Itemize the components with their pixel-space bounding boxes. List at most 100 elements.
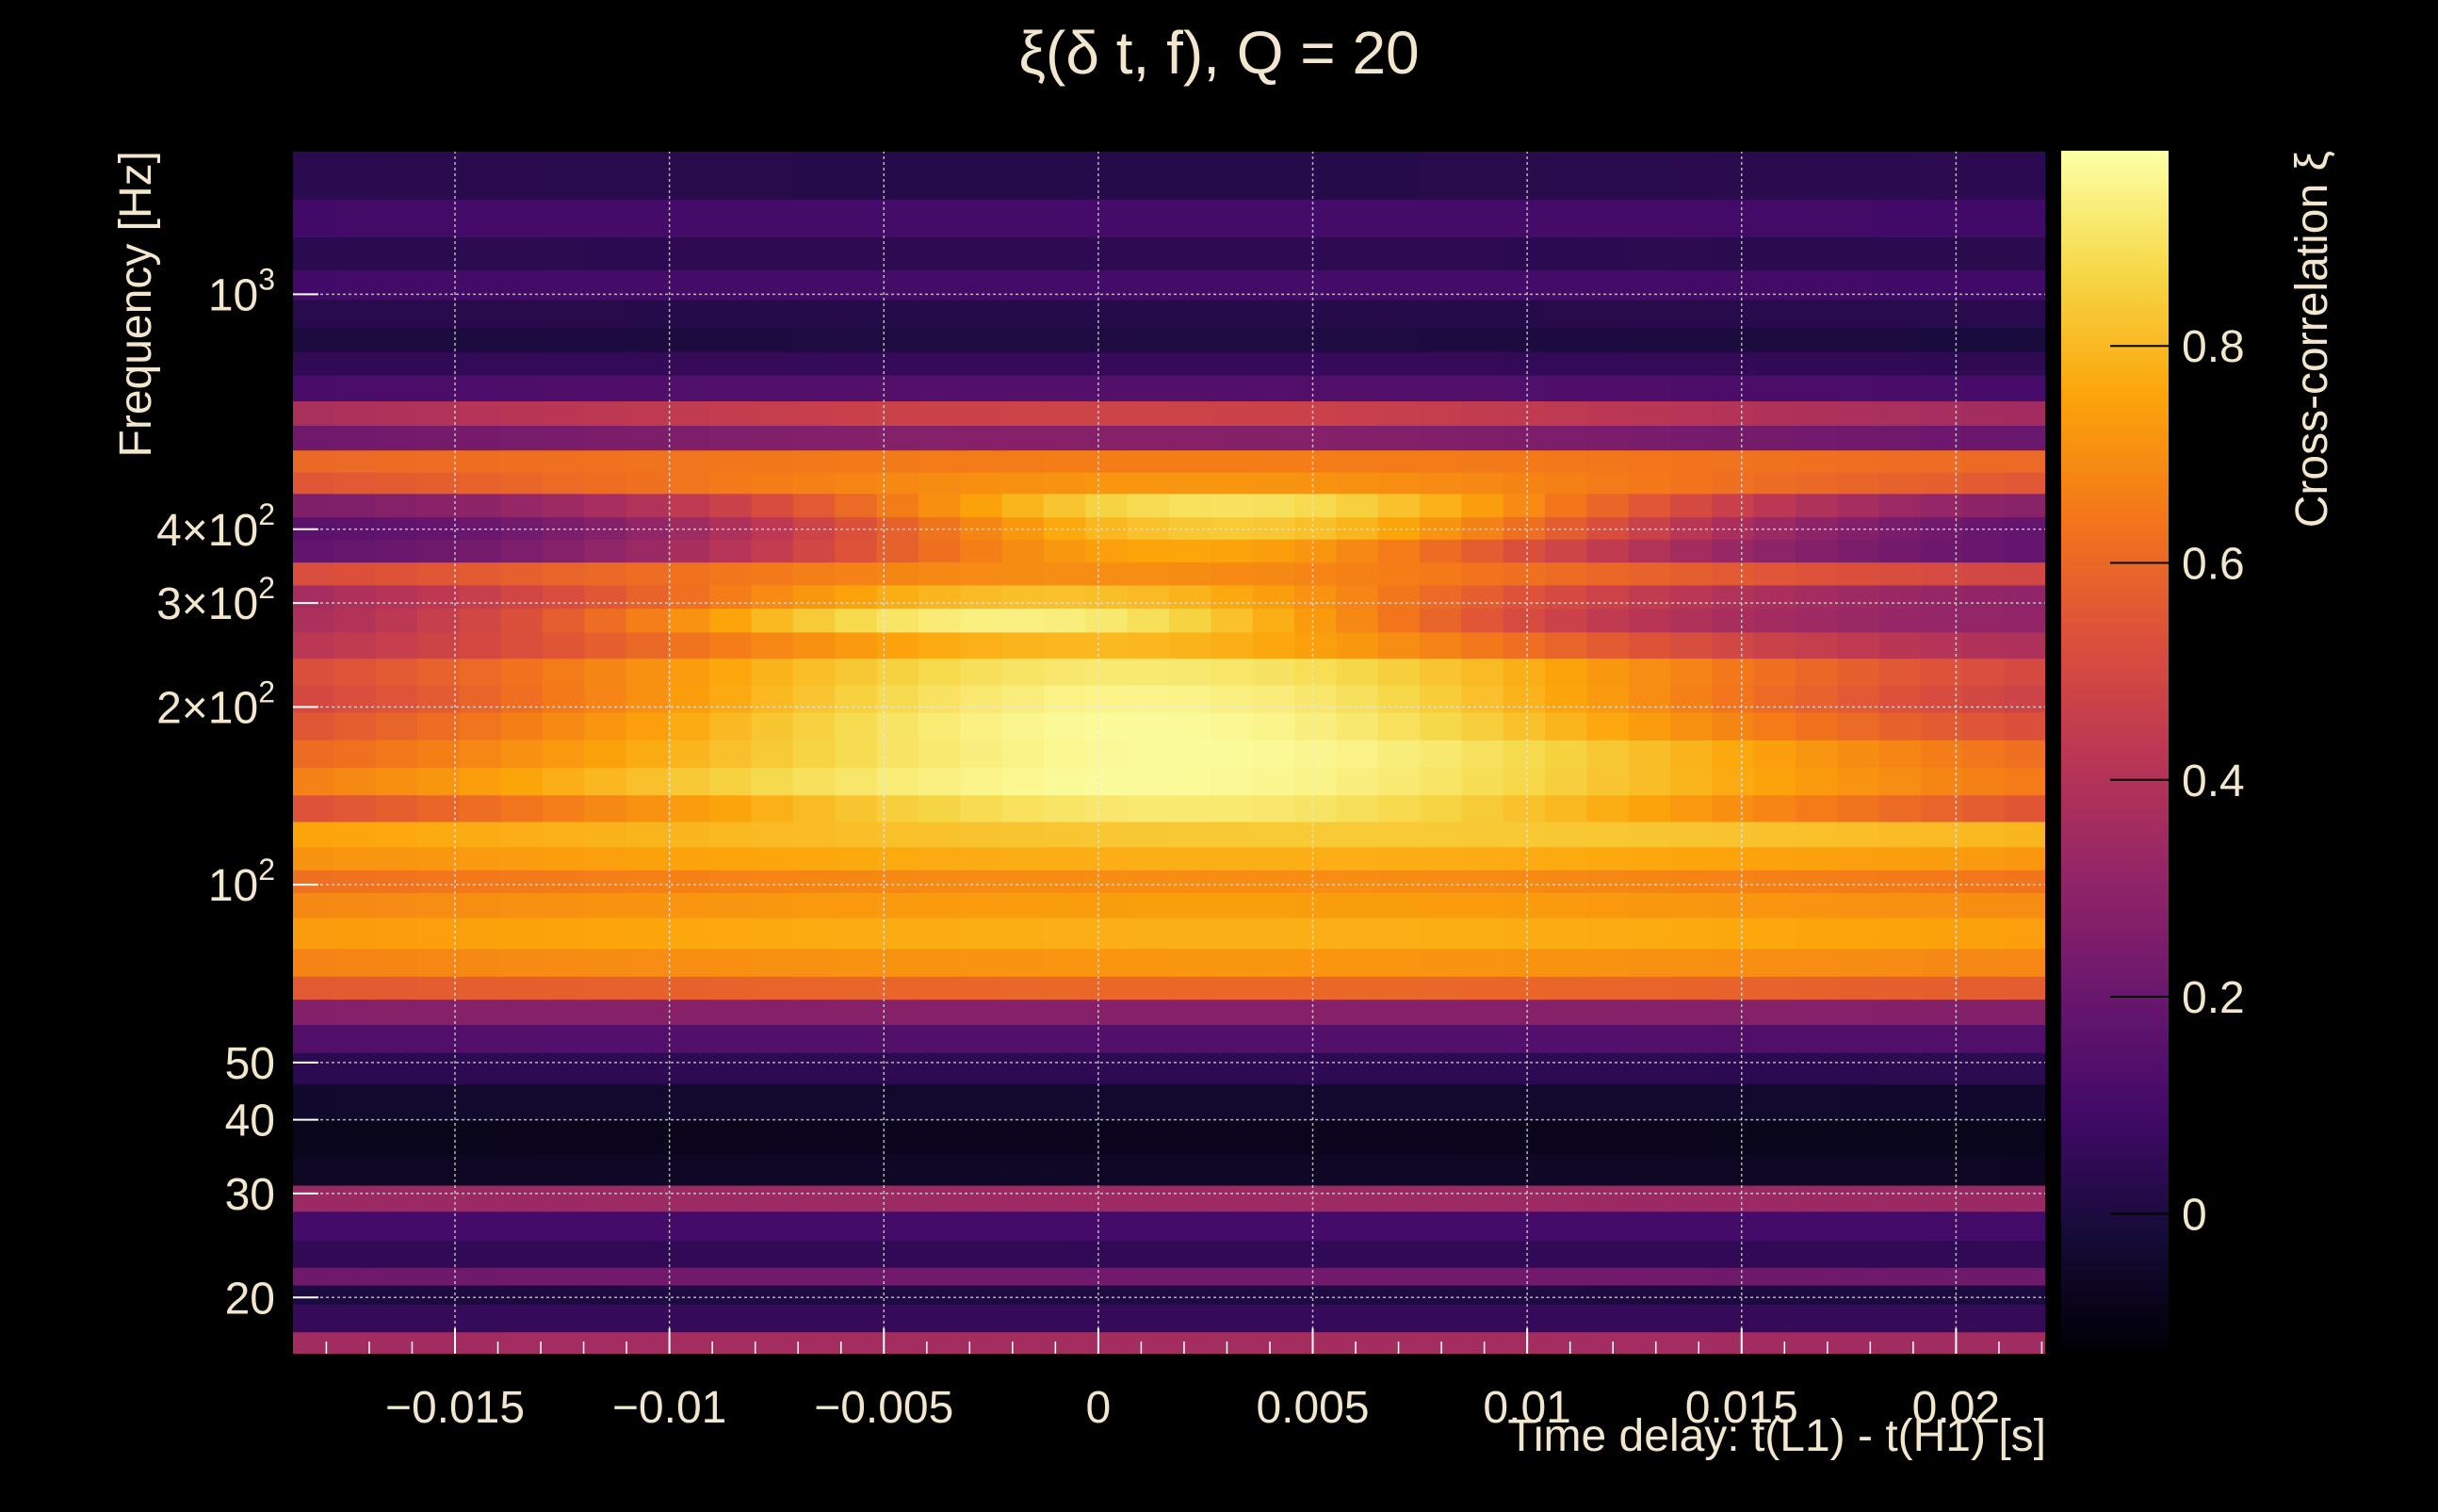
heatmap-cell: [1712, 999, 1755, 1026]
heatmap-cell: [500, 740, 544, 769]
heatmap-cell: [459, 608, 502, 633]
heatmap-cell: [500, 1211, 544, 1242]
heatmap-cell: [417, 375, 460, 402]
heatmap-cell: [709, 425, 753, 451]
heatmap-cell: [1377, 870, 1421, 894]
heatmap-cell: [1586, 493, 1630, 518]
heatmap-cell: [668, 684, 710, 713]
heatmap-cell: [1628, 1284, 1671, 1305]
heatmap-cell: [1712, 539, 1755, 563]
heatmap-cell: [835, 199, 878, 238]
heatmap-cell: [751, 199, 794, 238]
heatmap-cell: [835, 493, 878, 518]
colorbar-segment: [2061, 812, 2169, 818]
heatmap-cell: [1921, 561, 1963, 586]
heatmap-cell: [1169, 299, 1211, 328]
heatmap-cell: [375, 1211, 418, 1242]
heatmap-cell: [1921, 1024, 1963, 1053]
heatmap-cell: [626, 375, 669, 402]
heatmap-cell: [1878, 425, 1922, 451]
heatmap-cell: [1001, 608, 1045, 633]
heatmap-cell: [960, 658, 1003, 686]
heatmap-cell: [1753, 299, 1796, 328]
heatmap-cell: [417, 711, 460, 740]
colorbar-segment: [2061, 801, 2169, 806]
heatmap-cell: [584, 1119, 627, 1155]
colorbar: [2061, 151, 2169, 1356]
heatmap-cell: [1211, 821, 1254, 848]
heatmap-cell: [1461, 999, 1504, 1026]
heatmap-cell: [1628, 327, 1671, 352]
heatmap-cell: [668, 740, 710, 769]
colorbar-segment: [2061, 1234, 2169, 1240]
colorbar-segment: [2061, 1146, 2169, 1151]
heatmap-cell: [375, 299, 418, 328]
heatmap-cell: [1628, 199, 1671, 238]
heatmap-cell: [1586, 1083, 1630, 1121]
colorbar-segment: [2061, 1009, 2169, 1015]
heatmap-cell: [1503, 1240, 1546, 1268]
heatmap-cell: [835, 767, 878, 796]
heatmap-cell: [1796, 1083, 1838, 1121]
heatmap-cell: [1753, 269, 1796, 301]
heatmap-cell: [375, 948, 418, 977]
heatmap-cell: [1586, 516, 1630, 540]
heatmap-cell: [417, 684, 460, 713]
heatmap-cell: [459, 584, 502, 610]
colorbar-segment: [2061, 515, 2169, 521]
heatmap-cell: [709, 1240, 753, 1268]
heatmap-cell: [584, 472, 627, 495]
colorbar-segment: [2061, 222, 2169, 228]
heatmap-cell: [1962, 400, 2006, 426]
heatmap-cell: [2004, 472, 2047, 495]
heatmap-cell: [1962, 658, 2006, 686]
heatmap-cell: [375, 375, 418, 402]
colorbar-segment: [2061, 423, 2169, 429]
heatmap-cell: [626, 658, 669, 686]
heatmap-cell: [1921, 976, 1963, 1000]
heatmap-cell: [1712, 1153, 1755, 1186]
heatmap-cell: [876, 976, 919, 1000]
chart-title: ξ(δ t, f), Q = 20: [1018, 19, 1419, 87]
heatmap-cell: [1586, 976, 1630, 1000]
heatmap-cell: [543, 1304, 585, 1333]
colorbar-segment: [2061, 1065, 2169, 1071]
heatmap-cell: [835, 976, 878, 1000]
colorbar-segment: [2061, 672, 2169, 677]
heatmap-cell: [333, 1284, 377, 1305]
heatmap-cell: [1670, 1267, 1713, 1286]
heatmap-cell: [417, 516, 460, 540]
heatmap-cell: [1252, 351, 1295, 376]
heatmap-cell: [459, 846, 502, 870]
heatmap-cell: [1962, 846, 2006, 870]
heatmap-cell: [459, 684, 502, 713]
heatmap-cell: [709, 400, 753, 426]
heatmap-cell: [793, 1304, 836, 1333]
heatmap-cell: [960, 1304, 1003, 1333]
heatmap-cell: [1670, 1119, 1713, 1155]
heatmap-cell: [1921, 493, 1963, 518]
heatmap-cell: [1001, 658, 1045, 686]
heatmap-cell: [1252, 236, 1295, 270]
heatmap-cell: [751, 948, 794, 977]
heatmap-cell: [1503, 608, 1546, 633]
heatmap-cell: [1545, 1267, 1587, 1286]
heatmap-cell: [1503, 472, 1546, 495]
heatmap-cell: [1252, 327, 1295, 352]
heatmap-cell: [584, 539, 627, 563]
heatmap-cell: [668, 472, 710, 495]
heatmap-cell: [375, 711, 418, 740]
colorbar-segment: [2061, 183, 2169, 188]
heatmap-cell: [1712, 1284, 1755, 1305]
heatmap-cell: [876, 794, 919, 822]
heatmap-cell: [1796, 1184, 1838, 1212]
heatmap-cell: [918, 892, 961, 919]
heatmap-cell: [1377, 584, 1421, 610]
heatmap-cell: [1420, 658, 1462, 686]
heatmap-cell: [459, 892, 502, 919]
heatmap-cell: [1085, 658, 1129, 686]
heatmap-cell: [1628, 1267, 1671, 1286]
heatmap-cell: [1503, 794, 1546, 822]
heatmap-cell: [1503, 658, 1546, 686]
heatmap-cell: [543, 999, 585, 1026]
